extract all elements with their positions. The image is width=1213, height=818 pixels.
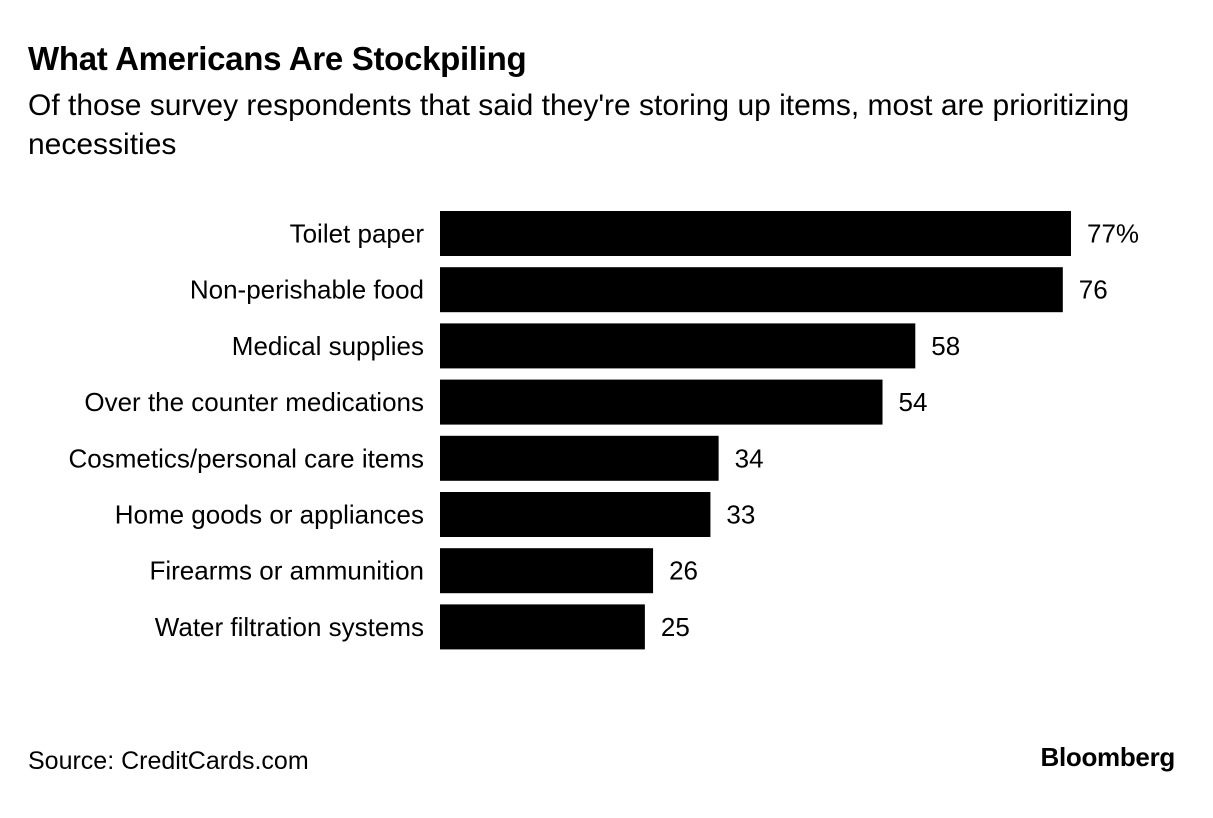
source-note: Source: CreditCards.com [28,747,309,775]
bar [440,548,654,594]
bar [440,267,1063,313]
category-label: Firearms or ammunition [149,556,424,586]
category-label: Home goods or appliances [115,500,424,530]
category-label: Water filtration systems [155,612,424,642]
value-label: 54 [899,387,928,417]
bar [440,379,883,425]
value-label: 33 [726,500,755,530]
category-label: Non-perishable food [190,275,424,305]
chart-subtitle: Of those survey respondents that said th… [28,89,1130,161]
bar [440,604,645,650]
bar [440,323,916,369]
value-label: 58 [931,331,960,361]
value-label: 76 [1079,275,1108,305]
value-label: 26 [669,556,698,586]
category-label: Over the counter medications [84,387,424,417]
bloomberg-logo: Bloomberg [1040,742,1175,772]
category-label: Toilet paper [290,219,425,249]
value-label: 77% [1087,219,1139,249]
bar [440,435,719,481]
bar [440,211,1071,256]
value-label: 34 [735,443,764,473]
category-label: Cosmetics/personal care items [69,443,424,473]
bar [440,492,711,537]
category-label: Medical supplies [232,331,424,361]
chart-title: What Americans Are Stockpiling [28,40,527,77]
bar-chart: Toilet paper 77% Non-perishable food 76 Medi… [69,211,1139,650]
value-label: 25 [661,612,690,642]
